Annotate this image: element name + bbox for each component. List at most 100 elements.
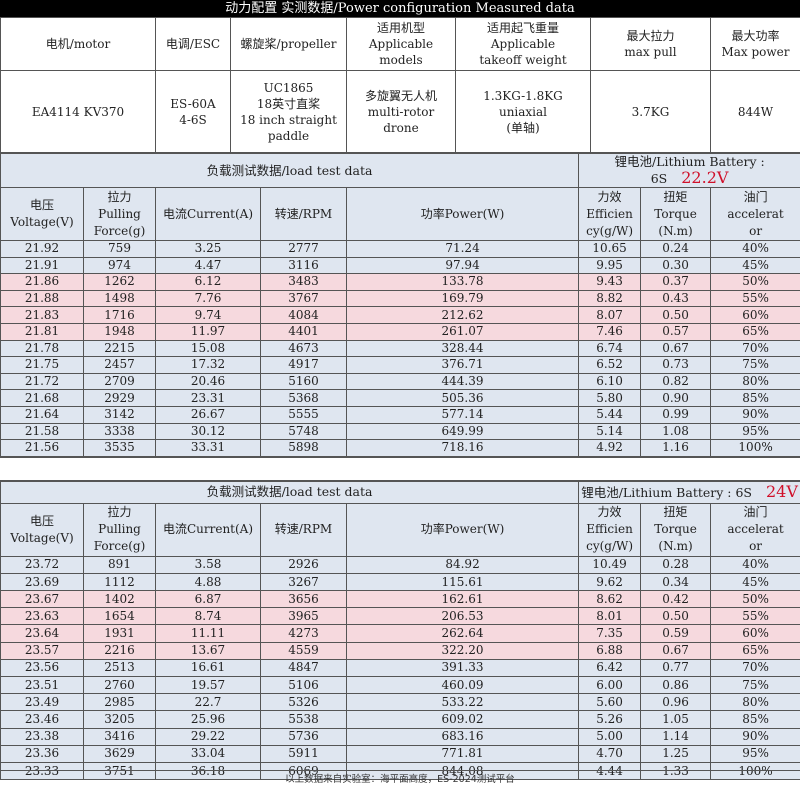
table-cell: 1402	[83, 590, 156, 609]
table-cell: 328.44	[345, 339, 580, 358]
table-cell: 460.09	[345, 676, 580, 695]
column-header: 扭矩 Torque (N.m)	[640, 502, 712, 557]
table-cell: 55%	[710, 289, 800, 308]
table-cell: 0.77	[640, 658, 712, 678]
table-cell: 5538	[260, 710, 347, 729]
table-cell: 21.86	[0, 273, 84, 291]
table-cell: 13.67	[155, 641, 261, 660]
table-cell: 169.79	[345, 289, 580, 308]
table-cell: 8.62	[578, 590, 642, 609]
table-cell: 2926	[260, 555, 347, 574]
table-cell: 0.43	[640, 289, 712, 308]
table-cell: 3338	[83, 422, 156, 441]
spec-header: 电机/motor	[0, 17, 156, 71]
table-cell: 3629	[83, 744, 156, 763]
table-cell: 5326	[260, 693, 347, 712]
table-cell: 40%	[710, 555, 800, 574]
table-cell: 649.99	[345, 422, 580, 441]
table-row: 21.83 1716 9.74 4084 212.62 8.07 0.50 60%	[0, 306, 800, 324]
table-cell: 0.28	[640, 555, 712, 574]
table-cell: 4273	[260, 624, 347, 643]
table-cell: 90%	[710, 727, 800, 746]
table-cell: 90%	[710, 405, 800, 424]
table-cell: 6.12	[155, 273, 261, 291]
column-header: 转速/RPM	[260, 502, 347, 557]
spec-header: 适用起飞重量 Applicable takeoff weight	[455, 17, 591, 71]
table-cell: 23.36	[0, 744, 84, 763]
table-cell: 1948	[83, 322, 156, 341]
table-row: 23.64 1931 11.11 4273 262.64 7.35 0.59 60%	[0, 624, 800, 643]
table-cell: 65%	[710, 322, 800, 341]
load-test-table: 负载测试数据/load test data 锂电池/Lithium Battery…	[0, 480, 800, 781]
table-cell: 50%	[710, 590, 800, 609]
table-cell: 25.96	[155, 710, 261, 729]
table-cell: 5.26	[578, 710, 642, 729]
table-cell: 75%	[710, 676, 800, 695]
table-cell: 4084	[260, 306, 347, 324]
table-cell: 21.78	[0, 339, 84, 358]
table-row: 21.92 759 3.25 2777 71.24 10.65 0.24 40%	[0, 240, 800, 258]
table-cell: 5898	[260, 439, 347, 457]
table-cell: 20.46	[155, 372, 261, 391]
table-cell: 4.92	[578, 439, 642, 457]
table-cell: 3116	[260, 256, 347, 275]
table-cell: 609.02	[345, 710, 580, 729]
table-cell: 133.78	[345, 273, 580, 291]
table-cell: 5.44	[578, 405, 642, 424]
table-cell: 0.57	[640, 322, 712, 341]
table-cell: 0.82	[640, 372, 712, 391]
table-cell: 1716	[83, 306, 156, 324]
table-cell: 6.74	[578, 339, 642, 358]
table-gap	[0, 456, 800, 481]
table-cell: 65%	[710, 641, 800, 660]
table-cell: 0.37	[640, 273, 712, 291]
table-cell: 29.22	[155, 727, 261, 746]
table-cell: 844.08	[345, 761, 580, 781]
table-cell: 80%	[710, 372, 800, 391]
table-cell: 3416	[83, 727, 156, 746]
table-cell: 97.94	[345, 256, 580, 275]
table-cell: 5911	[260, 744, 347, 763]
table-cell: 21.88	[0, 289, 84, 308]
table-cell: 115.61	[345, 572, 580, 592]
table-cell: 26.67	[155, 405, 261, 424]
table-cell: 23.46	[0, 710, 84, 729]
spec-value: EA4114 KV370	[0, 70, 156, 153]
table-cell: 0.34	[640, 572, 712, 592]
table-cell: 5.80	[578, 389, 642, 407]
table-cell: 2777	[260, 240, 347, 258]
table-cell: 577.14	[345, 405, 580, 424]
table-cell: 1.16	[640, 439, 712, 457]
spec-value: 3.7KG	[590, 70, 711, 153]
table-cell: 5106	[260, 676, 347, 695]
table-cell: 3.25	[155, 240, 261, 258]
table-cell: 1.14	[640, 727, 712, 746]
table-cell: 21.72	[0, 372, 84, 391]
spec-header: 适用机型 Applicable models	[346, 17, 456, 71]
footer-note: 以上数据来自实验室：海平面高度，ES-2024测试平台	[0, 770, 800, 790]
table-cell: 95%	[710, 744, 800, 763]
column-header: 电流Current(A)	[155, 187, 261, 241]
battery-info: 锂电池/Lithium Battery : 6S 22.2V	[578, 153, 800, 188]
table-cell: 23.31	[155, 389, 261, 407]
table-cell: 505.36	[345, 389, 580, 407]
table-cell: 162.61	[345, 590, 580, 609]
table-cell: 4559	[260, 641, 347, 660]
table-cell: 6.52	[578, 356, 642, 374]
table-cell: 21.58	[0, 422, 84, 441]
table-cell: 0.42	[640, 590, 712, 609]
table-cell: 0.50	[640, 607, 712, 626]
table-cell: 391.33	[345, 658, 580, 678]
table-cell: 60%	[710, 306, 800, 324]
table-row: 21.91 974 4.47 3116 97.94 9.95 0.30 45%	[0, 256, 800, 275]
table-cell: 6.42	[578, 658, 642, 678]
table-cell: 2709	[83, 372, 156, 391]
table-cell: 261.07	[345, 322, 580, 341]
table-cell: 23.49	[0, 693, 84, 712]
table-cell: 262.64	[345, 624, 580, 643]
table-cell: 4673	[260, 339, 347, 358]
table-cell: 23.72	[0, 555, 84, 574]
column-header: 功率Power(W)	[345, 502, 580, 557]
table-cell: 33.04	[155, 744, 261, 763]
table-cell: 1112	[83, 572, 156, 592]
